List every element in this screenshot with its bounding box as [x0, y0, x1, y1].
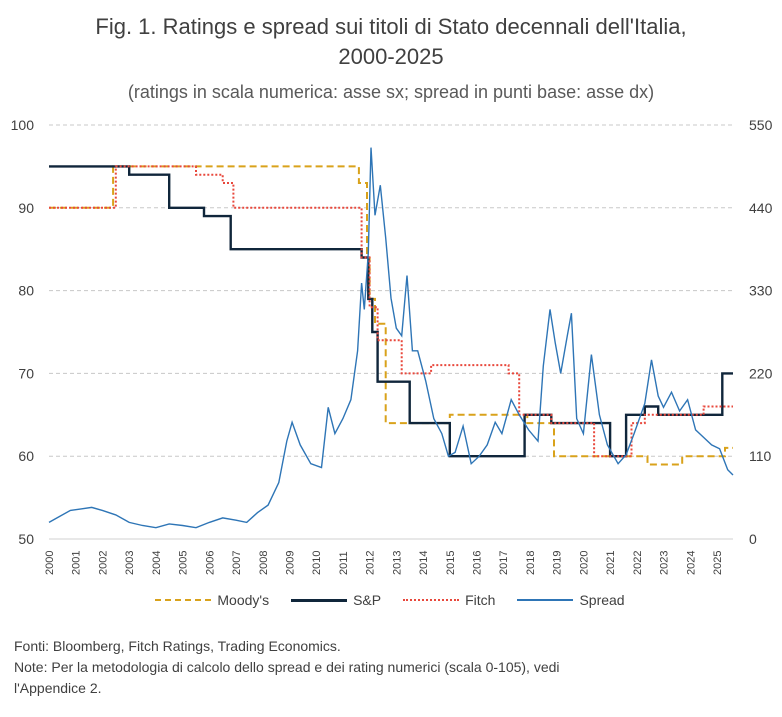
y-left-tick-label: 90 — [18, 200, 34, 216]
legend-label: S&P — [353, 592, 382, 608]
x-tick-label: 2019 — [552, 551, 564, 575]
series-line-spread — [48, 147, 734, 529]
x-tick-label: 2018 — [525, 551, 537, 575]
x-tick-label: 2007 — [231, 551, 243, 575]
x-tick-label: 2022 — [632, 551, 644, 575]
methodology-note-line-1: Note: Per la metodologia di calcolo dell… — [14, 659, 560, 675]
x-tick-label: 2016 — [472, 551, 484, 575]
x-tick-label: 2023 — [659, 551, 671, 575]
x-tick-label: 2000 — [44, 551, 56, 575]
methodology-note-line-2: l'Appendice 2. — [14, 680, 102, 696]
series-line-s-p — [49, 165, 733, 458]
x-tick-label: 2020 — [578, 551, 590, 575]
chart-title-line-2: 2000-2025 — [338, 44, 444, 69]
x-tick-label: 2010 — [311, 551, 323, 575]
chart-title-line-1: Fig. 1. Ratings e spread sui titoli di S… — [95, 14, 687, 39]
y-right-tick-label: 440 — [749, 200, 773, 216]
legend-entry: Moody's — [155, 592, 269, 608]
x-tick-label: 2012 — [365, 551, 377, 575]
legend-label: Moody's — [217, 592, 270, 608]
legend-entry: S&P — [291, 592, 381, 608]
y-left-tick-label: 80 — [18, 283, 34, 299]
series-line-moody-s — [49, 165, 733, 466]
series-lines — [48, 147, 734, 529]
sources-note: Fonti: Bloomberg, Fitch Ratings, Trading… — [14, 638, 341, 654]
x-tick-label: 2013 — [391, 551, 403, 575]
x-tick-label: 2015 — [445, 551, 457, 575]
y-right-tick-label: 330 — [749, 283, 773, 299]
x-tick-label: 2014 — [418, 551, 430, 575]
legend-entry: Spread — [517, 592, 625, 608]
x-tick-label: 2017 — [498, 551, 510, 575]
y-left-tick-label: 50 — [18, 531, 34, 547]
axis-labels: 50 60 70 80 90 100 0 110 220 330 440 550 2000 2001 200… — [11, 117, 773, 575]
y-right-tick-label: 0 — [749, 531, 757, 547]
y-left-tick-label: 70 — [18, 365, 34, 381]
x-tick-label: 2009 — [284, 551, 296, 575]
chart-notes: Fonti: Bloomberg, Fitch Ratings, Trading… — [14, 636, 774, 699]
x-tick-label: 2011 — [338, 551, 350, 575]
x-tick-label: 2025 — [712, 551, 724, 575]
y-left-tick-label: 60 — [18, 448, 34, 464]
chart-legend: Moody's S&P Fitch Spread — [150, 592, 630, 608]
y-right-tick-label: 550 — [749, 117, 773, 133]
x-tick-label: 2004 — [151, 551, 163, 575]
y-right-tick-label: 110 — [749, 448, 772, 464]
x-tick-label: 2001 — [71, 551, 83, 575]
line-chart: 50 60 70 80 90 100 0 110 220 330 440 550 2000 2001 200… — [11, 117, 773, 575]
legend-swatch — [291, 598, 348, 602]
y-left-tick-label: 100 — [11, 117, 35, 133]
legend-swatch — [403, 599, 460, 601]
legend-entry: Fitch — [403, 592, 495, 608]
x-tick-label: 2008 — [258, 551, 270, 575]
x-tick-label: 2003 — [124, 551, 136, 575]
x-tick-label: 2006 — [204, 551, 216, 575]
grid-lines — [49, 124, 733, 540]
x-tick-label: 2021 — [605, 551, 617, 575]
legend-swatch — [517, 599, 574, 601]
y-right-tick-label: 220 — [749, 365, 773, 381]
chart-subtitle: (ratings in scala numerica: asse sx; spr… — [127, 82, 655, 102]
x-tick-label: 2024 — [685, 551, 697, 575]
x-tick-label: 2002 — [97, 551, 109, 575]
series-line-fitch — [49, 165, 733, 458]
legend-label: Spread — [579, 592, 625, 608]
legend-swatch — [155, 599, 212, 601]
x-tick-label: 2005 — [178, 551, 190, 575]
legend-label: Fitch — [465, 592, 496, 608]
